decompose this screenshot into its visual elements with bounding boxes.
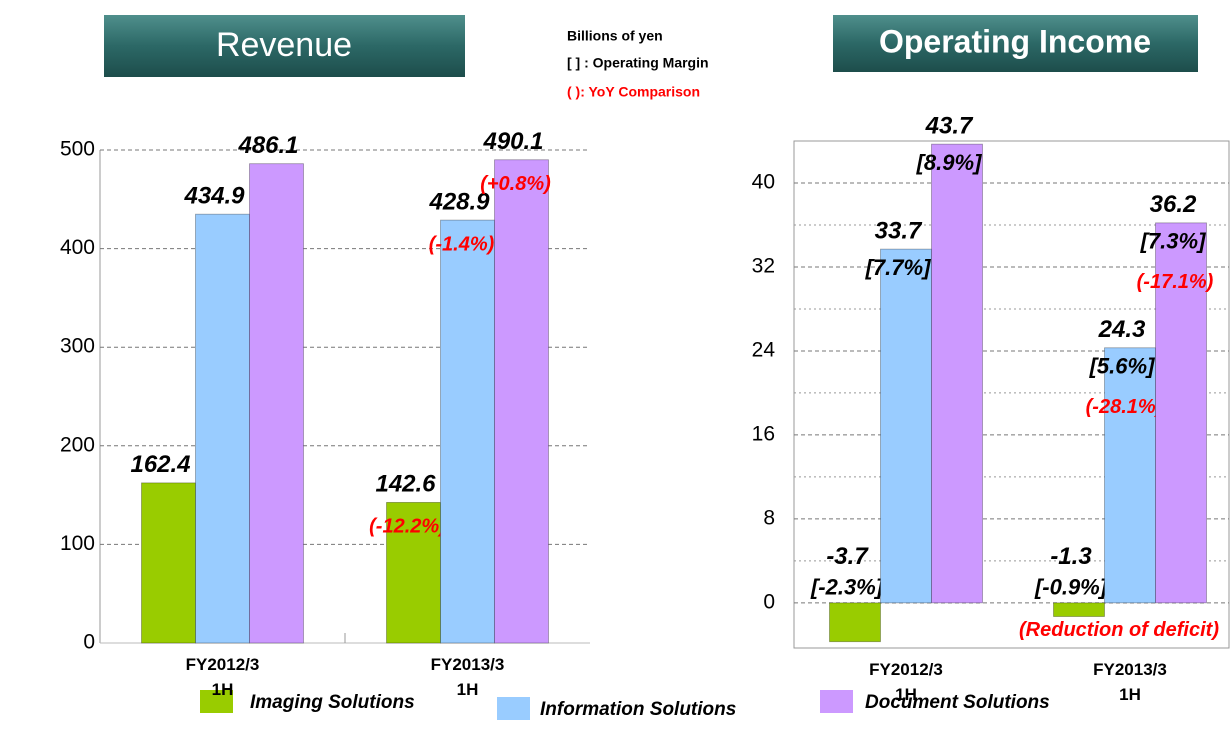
chart-title: Operating Income [879,23,1151,59]
margin-label: [-0.9%] [1034,575,1108,600]
title-box [104,15,465,77]
y-tick-label: 0 [83,631,95,654]
y-tick-label: 8 [763,506,775,529]
yoy-label: (-17.1%) [1137,271,1214,293]
legend-swatch [497,697,530,720]
y-tick-label: 300 [60,335,95,358]
value-label: 43.7 [925,112,974,139]
x-tick-label: FY2013/3 1H [430,655,505,699]
value-label: 24.3 [1098,316,1146,343]
note: ( ): YoY Comparison [567,84,700,100]
bar [249,163,304,644]
value-label: -1.3 [1050,543,1092,570]
y-tick-label: 32 [752,255,775,278]
x-tick-label: FY2012/3 1H [185,655,260,699]
bar [1155,222,1207,604]
y-tick-label: 500 [60,138,95,161]
bar [386,501,441,644]
y-tick-label: 200 [60,433,95,456]
value-label: 36.2 [1150,191,1197,218]
bar [931,143,983,604]
bar [829,602,881,643]
note: Billions of yen [567,28,663,44]
value-label: 434.9 [183,183,245,210]
value-label: 486.1 [237,132,298,159]
y-tick-label: 0 [763,590,775,613]
legend-label: Document Solutions [865,692,1050,713]
bar [440,219,495,644]
value-label: 142.6 [375,471,436,498]
margin-label: [8.9%] [916,150,982,175]
legend-label: Information Solutions [540,699,736,720]
bar [1104,347,1156,604]
yoy-label: (Reduction of deficit) [1019,619,1219,641]
yoy-label: (-28.1%) [1086,396,1163,418]
bar [880,248,932,604]
bar [494,159,549,644]
x-tick-label: FY2012/3 1H [869,660,943,704]
legend-swatch [200,690,233,713]
y-tick-label: 16 [752,422,775,445]
legend-swatch [820,690,853,713]
value-label: 490.1 [482,128,543,155]
margin-label: [-2.3%] [810,575,884,600]
x-tick-label: FY2013/3 1H [1093,660,1167,704]
plot-frame [793,140,1230,649]
yoy-label: (-1.4%) [429,233,495,255]
value-label: 33.7 [875,217,923,244]
bar [1053,602,1105,617]
yoy-label: (+0.8%) [480,173,551,195]
title-box [833,15,1198,72]
value-label: 162.4 [130,451,190,478]
y-tick-label: 40 [752,171,775,194]
bar [141,482,196,644]
note: [ ] : Operating Margin [567,55,709,71]
y-tick-label: 24 [752,338,776,361]
value-label: 428.9 [428,188,490,215]
bar [195,213,250,644]
margin-label: [7.3%] [1140,229,1206,254]
yoy-label: (-12.2%) [369,516,446,538]
y-tick-label: 400 [60,236,95,259]
value-label: -3.7 [826,543,869,570]
y-tick-label: 100 [60,532,95,555]
legend-label: Imaging Solutions [250,692,415,713]
margin-label: [5.6%] [1089,354,1155,379]
margin-label: [7.7%] [865,255,931,280]
chart-title: Revenue [216,26,352,64]
